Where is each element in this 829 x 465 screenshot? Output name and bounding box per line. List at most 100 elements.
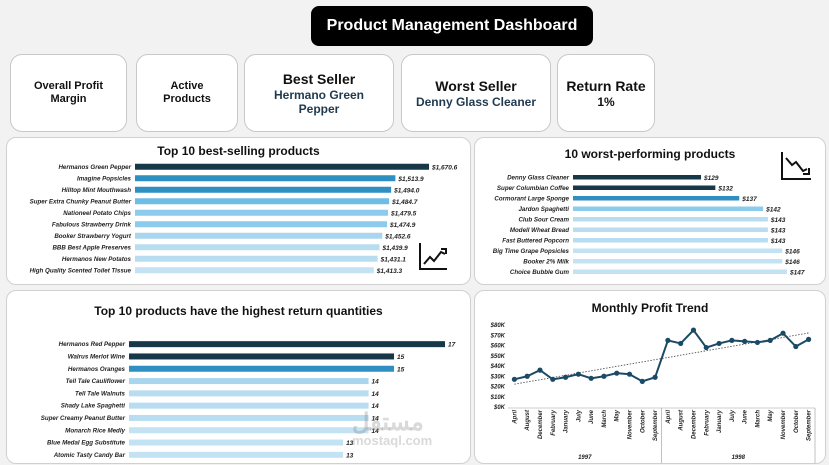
profit-point <box>626 371 633 377</box>
x-tick-label: May <box>768 409 774 421</box>
kpi-best-seller[interactable]: Best Seller Hermano Green Pepper <box>244 54 394 132</box>
best-selling-category-label: High Quality Scented Toilet Tissue <box>30 267 132 274</box>
best-selling-panel: Top 10 best-selling products Hermanos Gr… <box>6 137 471 285</box>
worst-performing-category-label: Super Columbian Coffee <box>497 185 570 192</box>
trend-down-icon <box>781 152 811 180</box>
x-tick-label: November <box>781 409 787 439</box>
returns-bar <box>129 390 369 397</box>
y-tick-label: $10K <box>490 395 506 401</box>
profit-trend-panel: Monthly Profit Trend $0K $10K $20K $30K $40K… <box>474 290 826 464</box>
best-selling-bar <box>135 186 392 193</box>
x-tick-label: July <box>730 409 736 422</box>
best-selling-title: Top 10 best-selling products <box>157 144 320 158</box>
x-tick-label: July <box>576 409 582 422</box>
best-selling-category-label: BBB Best Apple Preserves <box>52 244 131 251</box>
worst-performing-bar <box>573 248 783 253</box>
kpi-worst-seller[interactable]: Worst Seller Denny Glass Cleaner <box>401 54 551 132</box>
returns-value-label: 15 <box>397 366 405 373</box>
worst-performing-panel: 10 worst-performing products Denny Glass… <box>474 137 826 285</box>
profit-point <box>742 338 748 344</box>
returns-value-label: 14 <box>372 428 380 435</box>
y-tick-label: $60K <box>490 344 506 350</box>
profit-point <box>703 344 709 351</box>
profit-point <box>537 367 543 373</box>
watermark-url: mostaql.com <box>352 433 433 448</box>
best-selling-value-label: $1,484.7 <box>391 199 418 206</box>
dashboard-title: Product Management Dashboard <box>311 6 593 46</box>
best-selling-bar <box>135 221 388 228</box>
worst-performing-bar <box>573 269 787 274</box>
best-selling-category-label: Super Extra Chunky Peanut Butter <box>30 198 132 205</box>
kpi-active-products[interactable]: Active Products <box>136 54 238 132</box>
worst-performing-value-label: $137 <box>741 196 757 203</box>
x-tick-label: April <box>512 410 518 425</box>
returns-bar <box>129 427 369 434</box>
best-selling-bar <box>135 267 374 274</box>
worst-performing-value-label: $146 <box>784 248 800 255</box>
best-selling-bar <box>135 244 380 251</box>
worst-performing-value-label: $143 <box>770 217 786 224</box>
profit-point <box>806 336 812 342</box>
kpi-return-rate-value: 1% <box>597 94 615 109</box>
x-tick-label: January <box>564 409 570 433</box>
profit-point <box>614 370 620 376</box>
best-selling-value-label: $1,494.0 <box>393 187 420 194</box>
worst-performing-bar <box>573 227 768 232</box>
returns-category-label: Hermanos Red Pepper <box>59 341 126 348</box>
x-tick-label: August <box>525 409 531 432</box>
profit-point <box>729 337 735 343</box>
profit-point <box>524 373 530 379</box>
worst-performing-chart: Denny Glass Cleaner $129 Super Columbian C… <box>493 174 805 276</box>
worst-performing-category-label: Choice Bubble Gum <box>510 269 570 276</box>
returns-value-label: 14 <box>372 415 380 422</box>
worst-performing-bar <box>573 185 716 190</box>
x-tick-label: March <box>755 410 761 428</box>
y-tick-label: $80K <box>490 323 506 329</box>
best-selling-bar <box>135 232 383 239</box>
profit-point <box>588 375 594 381</box>
returns-category-label: Hermanos Oranges <box>68 366 126 373</box>
profit-point <box>550 376 556 382</box>
x-tick-label: February <box>704 409 710 435</box>
best-selling-category-label: Hermanos New Potatos <box>62 256 132 263</box>
worst-performing-category-label: Jardon Spaghetti <box>518 206 569 213</box>
worst-performing-category-label: Club Sour Cream <box>518 216 569 223</box>
returns-bar <box>129 353 395 360</box>
x-tick-label: November <box>628 409 634 439</box>
kpi-return-rate[interactable]: Return Rate 1% <box>557 54 655 132</box>
profit-point <box>754 339 761 346</box>
y-tick-label: $40K <box>490 364 506 370</box>
returns-bar <box>129 402 369 409</box>
worst-performing-bar <box>573 217 768 222</box>
profit-point <box>665 337 671 343</box>
x-tick-label: October <box>640 409 646 433</box>
kpi-profit-margin[interactable]: Overall Profit Margin <box>10 54 127 132</box>
x-tick-label: September <box>653 409 659 441</box>
x-tick-label: February <box>551 409 557 435</box>
kpi-profit-margin-label: Overall Profit Margin <box>33 80 104 105</box>
worst-performing-bar <box>573 206 764 211</box>
worst-performing-value-label: $132 <box>717 185 733 192</box>
watermark-text: مستقل <box>352 409 424 436</box>
worst-performing-title: 10 worst-performing products <box>564 147 736 161</box>
profit-point <box>678 340 684 347</box>
returns-category-label: Tell Tale Walnuts <box>75 390 126 397</box>
profit-trend-chart: $0K $10K $20K $30K $40K $50K $60K $70K $80K April… <box>490 323 816 463</box>
best-selling-chart: Hermanos Green Pepper $1,670.6 Imagine Pop… <box>30 163 458 275</box>
returns-bar <box>129 341 445 348</box>
worst-performing-category-label: Big Time Grape Popsicles <box>493 248 570 255</box>
returns-category-label: Super Creamy Peanut Butter <box>41 415 126 422</box>
worst-performing-bar <box>573 196 740 201</box>
worst-performing-category-label: Booker 2% Milk <box>523 258 569 265</box>
worst-performing-category-label: Cormorant Large Sponge <box>494 195 569 202</box>
best-selling-bar <box>135 175 396 182</box>
worst-performing-value-label: $143 <box>770 238 786 245</box>
worst-performing-value-label: $142 <box>765 206 781 213</box>
worst-performing-category-label: Modell Wheat Bread <box>510 227 569 234</box>
x-tick-label: June <box>589 409 595 424</box>
x-group-label: 1998 <box>732 455 746 461</box>
returns-value-label: 14 <box>372 403 380 410</box>
returns-value-label: 14 <box>372 391 380 398</box>
kpi-worst-seller-value: Denny Glass Cleaner <box>415 94 537 109</box>
best-selling-value-label: $1,474.9 <box>389 222 416 229</box>
